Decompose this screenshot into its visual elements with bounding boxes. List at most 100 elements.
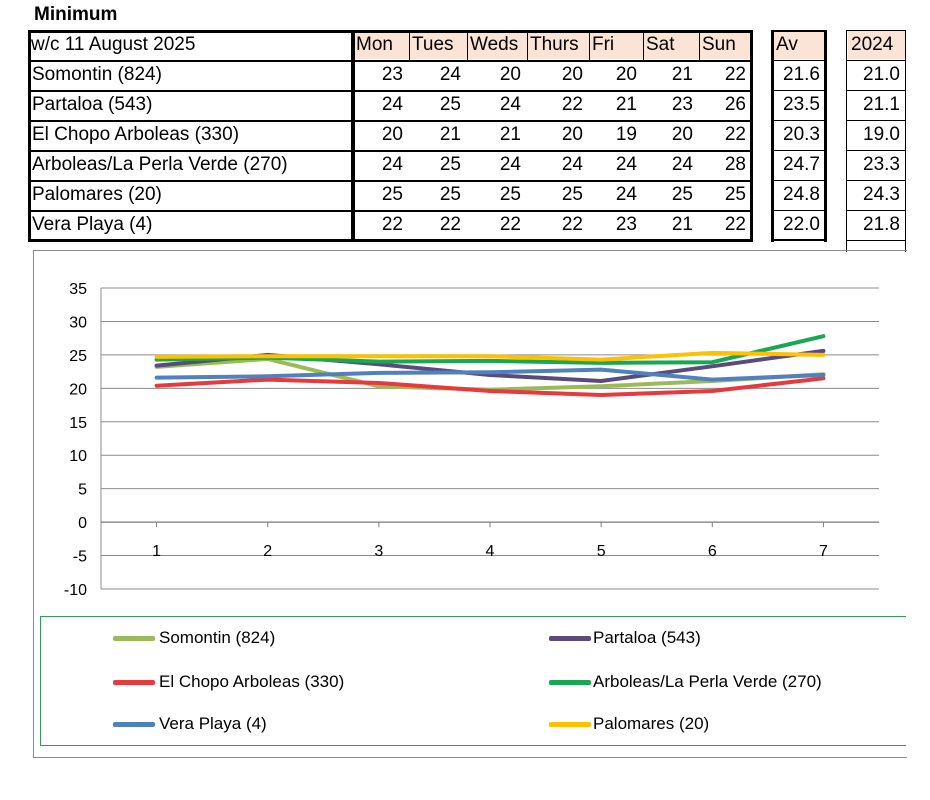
station-name: Palomares (20): [32, 184, 162, 205]
prev-year-value: 23.3: [863, 154, 900, 175]
table-gridline: [771, 120, 827, 121]
table-gridline: [643, 30, 644, 60]
y-tick-label: 25: [69, 348, 87, 365]
day-value: 24: [381, 154, 403, 175]
chart-area: 35 30 25 20 15 10 5 0 -5 -10 1 2 3 4 5 6 7: [33, 250, 907, 758]
average-value: 24.7: [783, 154, 820, 175]
y-tick-label: 20: [69, 381, 87, 398]
prev-year-value: 24.3: [863, 184, 900, 205]
day-value: 21: [671, 64, 693, 85]
table-gridline: [28, 150, 752, 152]
day-value: 24: [381, 94, 403, 115]
day-value: 21: [499, 124, 521, 145]
day-value: 25: [499, 184, 521, 205]
table-gridline: [846, 240, 906, 241]
day-value: 22: [499, 214, 521, 235]
table-gridline: [467, 30, 468, 60]
average-value: 21.6: [783, 64, 820, 85]
average-value: 24.8: [783, 184, 820, 205]
series-line: [154, 367, 826, 382]
table-gridline: [28, 210, 752, 212]
table-gridline: [771, 90, 827, 91]
prev-year-value: 21.1: [863, 94, 900, 115]
table-gridline: [771, 60, 827, 61]
day-value: 22: [381, 214, 403, 235]
table-gridline: [28, 239, 752, 242]
prev-year-value: 21.8: [863, 214, 900, 235]
series-line: [154, 334, 826, 365]
station-name: El Chopo Arboleas (330): [32, 124, 240, 145]
day-value: 21: [671, 214, 693, 235]
table-gridline: [846, 30, 906, 31]
table-gridline: [771, 150, 827, 151]
legend-label: Partaloa (543): [593, 628, 701, 647]
table-gridline: [527, 30, 528, 60]
table-gridline: [589, 30, 590, 60]
legend-swatch: [549, 636, 591, 641]
y-tick-label: -5: [73, 549, 87, 566]
day-value: 28: [724, 154, 746, 175]
day-value: 24: [499, 154, 521, 175]
day-value: 20: [499, 64, 521, 85]
table-gridline: [771, 210, 827, 211]
legend-swatch: [113, 636, 155, 641]
day-value: 25: [671, 184, 693, 205]
line-chart: 35 30 25 20 15 10 5 0 -5 -10 1 2 3 4 5 6 7: [64, 281, 879, 599]
table-gridline: [846, 210, 906, 211]
table-gridline: [28, 120, 752, 122]
day-header: Sat: [643, 31, 699, 59]
table-gridline: [28, 90, 752, 92]
day-value: 20: [615, 64, 637, 85]
average-value: 22.0: [783, 214, 820, 235]
station-name: Vera Playa (4): [32, 214, 153, 235]
y-tick-label: 0: [78, 515, 87, 532]
table-gridline: [409, 30, 410, 60]
prev-year-header: 2024: [848, 31, 906, 59]
table-gridline: [28, 30, 752, 33]
average-value: 23.5: [783, 94, 820, 115]
legend-label: Vera Playa (4): [159, 714, 267, 733]
chart-legend: Somontin (824) Partaloa (543) El Chopo Arb…: [40, 616, 906, 746]
table-gridline: [846, 150, 906, 151]
legend-label: Somontin (824): [159, 628, 276, 647]
day-value: 19: [615, 124, 637, 145]
table-gridline: [846, 60, 906, 61]
table-gridline: [846, 30, 847, 252]
legend-swatch: [113, 680, 155, 685]
x-tick-label: 6: [708, 543, 717, 560]
table-gridline: [771, 30, 774, 242]
day-header: Weds: [467, 31, 527, 59]
day-value: 24: [671, 154, 693, 175]
day-value: 22: [561, 94, 583, 115]
average-value: 20.3: [783, 124, 820, 145]
day-header: Fri: [589, 31, 643, 59]
table-gridline: [28, 60, 752, 62]
day-value: 22: [724, 124, 746, 145]
table-gridline: [771, 239, 827, 241]
day-value: 25: [561, 184, 583, 205]
x-tick-label: 2: [263, 543, 272, 560]
day-value: 24: [499, 94, 521, 115]
average-header: Av: [773, 31, 826, 59]
day-value: 25: [439, 154, 461, 175]
legend-swatch: [549, 722, 591, 727]
day-value: 24: [615, 154, 637, 175]
y-tick-label: 35: [69, 281, 87, 298]
day-header: Tues: [409, 31, 467, 59]
day-value: 23: [615, 214, 637, 235]
day-header: Mon: [353, 31, 409, 59]
series-line: [154, 350, 826, 362]
sheet-title: Minimum: [34, 4, 118, 25]
x-tick-label: 4: [486, 543, 495, 560]
day-value: 22: [439, 214, 461, 235]
prev-year-value: 19.0: [863, 124, 900, 145]
table-gridline: [824, 30, 827, 242]
table-gridline: [846, 90, 906, 91]
y-tick-label: 15: [69, 415, 87, 432]
day-header: Sun: [699, 31, 752, 59]
table-gridline: [771, 180, 827, 181]
station-name: Somontin (824): [32, 64, 162, 85]
y-tick-label: 10: [69, 448, 87, 465]
day-value: 20: [561, 64, 583, 85]
table-gridline: [351, 30, 355, 242]
